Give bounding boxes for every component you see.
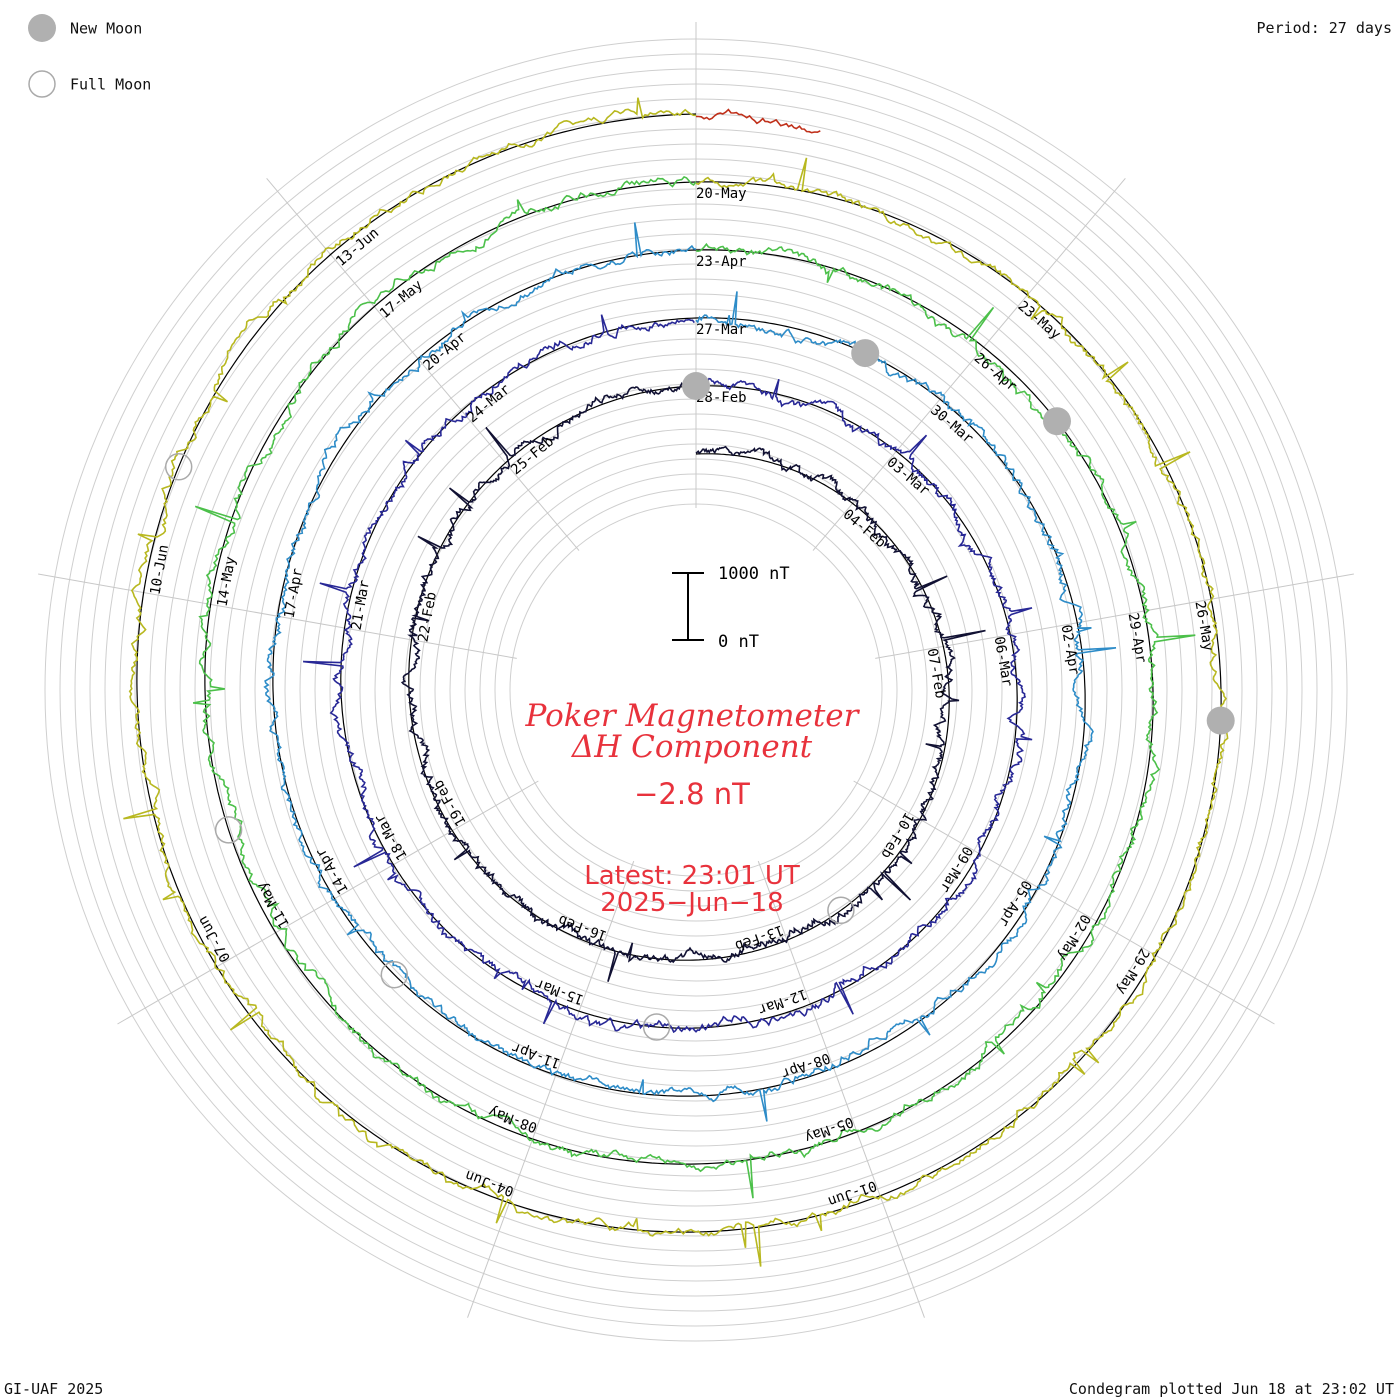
series-line bbox=[695, 108, 821, 134]
new-moon-legend-icon bbox=[28, 14, 56, 42]
grid-spoke bbox=[266, 177, 580, 551]
scale-bar-bottom-label: 0 nT bbox=[718, 632, 759, 652]
full-moon-marker bbox=[214, 816, 243, 844]
series-line bbox=[123, 97, 1229, 1267]
date-label: 08-Apr bbox=[779, 1049, 832, 1081]
grid-spoke bbox=[757, 860, 925, 1318]
series-line bbox=[303, 314, 1033, 1034]
grid-ring bbox=[479, 473, 913, 907]
footer-credit: GI-UAF 2025 bbox=[4, 1380, 103, 1398]
date-label: 27-Mar bbox=[696, 322, 747, 338]
new-moon-marker bbox=[851, 339, 880, 368]
series-line bbox=[192, 175, 1196, 1199]
full-moon-legend-label: Full Moon bbox=[70, 75, 151, 93]
baseline-spiral bbox=[204, 181, 1154, 1165]
grid-spoke bbox=[875, 573, 1354, 659]
grid-spoke bbox=[812, 177, 1126, 551]
date-label: 17-Apr bbox=[282, 567, 307, 620]
date-label: 28-Feb bbox=[696, 390, 747, 406]
date-label: 05-May bbox=[802, 1113, 855, 1145]
series-line bbox=[400, 377, 986, 982]
grid-spokes bbox=[38, 22, 1354, 1318]
grid-spoke bbox=[467, 860, 635, 1318]
date-label: 04-Jun bbox=[463, 1167, 516, 1199]
grid-spoke bbox=[853, 780, 1275, 1025]
moon-markers bbox=[164, 339, 1235, 1041]
latest-date: 2025−Jun−18 bbox=[600, 888, 783, 918]
new-moon-marker bbox=[1043, 407, 1071, 436]
current-value: −2.8 nT bbox=[634, 777, 750, 811]
date-label: 23-Apr bbox=[696, 254, 747, 270]
latest-time: Latest: 23:01 UT bbox=[584, 861, 800, 891]
scale-bar: 1000 nT 0 nT bbox=[672, 564, 790, 652]
date-label: 15-Mar bbox=[533, 975, 586, 1007]
footer-plotted: Condegram plotted Jun 18 at 23:02 UT bbox=[1069, 1380, 1394, 1398]
grid-ring bbox=[494, 488, 898, 892]
baseline-spiral bbox=[340, 317, 1018, 1029]
grid-spoke bbox=[117, 780, 539, 1025]
new-moon-marker bbox=[1206, 706, 1235, 735]
full-moon-marker bbox=[827, 896, 855, 925]
period-label: Period: 27 days bbox=[1257, 19, 1392, 37]
chart-title-line2: ΔH Component bbox=[571, 729, 813, 765]
new-moon-legend-label: New Moon bbox=[70, 19, 142, 37]
baseline-spiral bbox=[272, 249, 1086, 1097]
full-moon-legend-icon bbox=[28, 70, 56, 98]
full-moon-marker bbox=[380, 960, 409, 989]
date-label: 13-Feb bbox=[733, 921, 786, 953]
grid-ring bbox=[509, 503, 883, 877]
new-moon-marker bbox=[682, 372, 710, 400]
series-group bbox=[123, 97, 1229, 1267]
chart-title-line1: Poker Magnetometer bbox=[525, 698, 861, 734]
full-moon-marker bbox=[642, 1013, 671, 1041]
scale-bar-top-label: 1000 nT bbox=[718, 564, 790, 584]
date-label: 22-Feb bbox=[415, 591, 440, 644]
full-moon-marker bbox=[164, 453, 193, 481]
date-label: 20-May bbox=[696, 186, 747, 202]
series-line bbox=[263, 222, 1117, 1122]
